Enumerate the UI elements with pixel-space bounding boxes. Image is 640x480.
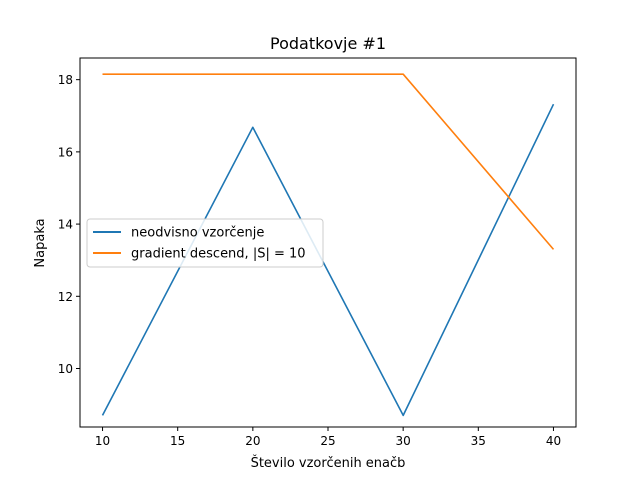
series-line-2 [102,73,555,250]
x-tick-label: 25 [320,434,335,448]
x-axis-ticks: 10 15 20 25 30 35 40 [95,427,561,448]
legend: neodvisno vzorčenje gradient descend, |S… [86,218,324,268]
y-tick-label: 14 [58,218,73,232]
x-tick-label: 10 [95,434,110,448]
x-tick-label: 40 [546,434,561,448]
x-tick-label: 20 [245,434,260,448]
chart-title: Podatkovje #1 [270,34,386,53]
legend-box [86,218,324,268]
y-axis-ticks: 10 12 14 16 18 [58,73,80,376]
series-lines [101,73,555,417]
x-tick-label: 30 [396,434,411,448]
y-axis-label: Napaka [33,218,48,267]
legend-label-neodvisno: neodvisno vzorčenje [131,226,264,241]
x-axis-label: Število vzorčenih enačb [251,455,406,471]
series-line-1 [101,103,555,417]
x-tick-label: 15 [170,434,185,448]
y-tick-label: 10 [58,362,73,376]
legend-label-gradient-descend: gradient descend, |S| = 10 [131,247,306,262]
y-tick-label: 12 [58,290,73,304]
y-tick-label: 18 [58,73,73,87]
x-tick-label: 35 [471,434,486,448]
y-tick-label: 16 [58,145,73,159]
